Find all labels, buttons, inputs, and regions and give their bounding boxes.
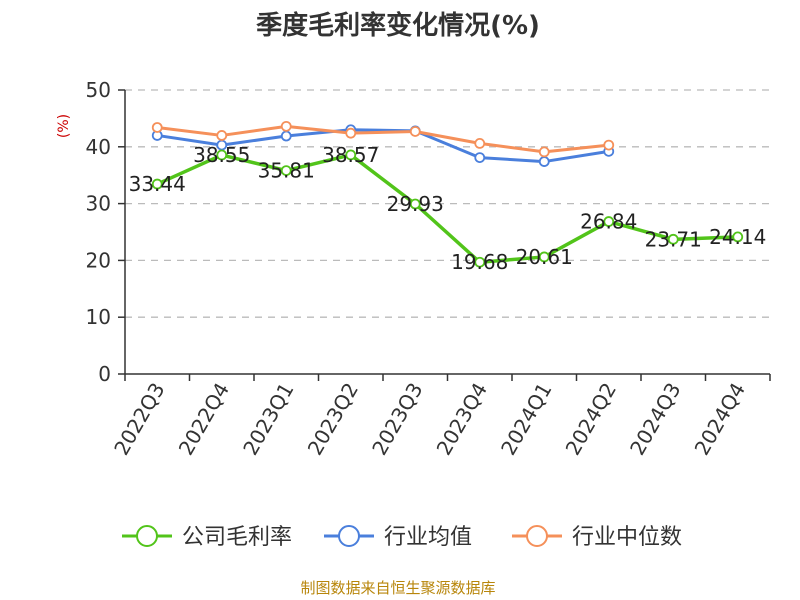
legend-label: 行业中位数: [572, 525, 682, 550]
data-label: 38.55: [193, 143, 250, 167]
data-point: [280, 120, 292, 132]
x-tick-label: 2024Q2: [561, 379, 621, 460]
data-point: [345, 149, 357, 161]
data-point: [216, 130, 228, 141]
data-label: 26.84: [580, 210, 637, 234]
y-tick-label: 0: [98, 362, 111, 386]
y-axis-unit-label: (%): [56, 114, 72, 138]
data-label: 24.14: [709, 225, 766, 249]
data-point: [474, 152, 486, 163]
y-tick-label: 50: [86, 78, 111, 102]
data-label: 33.44: [129, 172, 186, 196]
data-point: [538, 146, 550, 158]
series-line: [157, 128, 609, 164]
y-tick-label: 40: [86, 135, 111, 159]
data-point: [280, 130, 292, 142]
data-label: 20.61: [516, 245, 573, 269]
x-axis-ticks: 2022Q3 2022Q4 2023Q1 2023Q2 2023Q3 2023Q4 2024…: [109, 374, 771, 460]
data-point: [474, 256, 486, 268]
data-point: [538, 156, 550, 167]
data-point: [345, 127, 357, 139]
data-point: [409, 126, 421, 137]
data-point: [409, 198, 421, 210]
legend-marker: [136, 525, 158, 547]
series-line: [156, 153, 738, 264]
series-line: [157, 124, 609, 154]
legend: 公司毛利率 行业均值 行业中位数: [122, 525, 682, 550]
data-point: [280, 165, 292, 176]
data-point: [474, 137, 486, 149]
data-point: [538, 251, 550, 263]
legend-marker: [338, 525, 360, 547]
data-point: [151, 122, 163, 133]
legend-label: 公司毛利率: [182, 525, 292, 550]
data-label: 38.57: [322, 143, 379, 167]
series-points: [151, 120, 744, 268]
data-point: [151, 178, 163, 190]
legend-label: 行业均值: [384, 525, 472, 550]
chart-title: 季度毛利率变化情况(%): [256, 10, 540, 41]
source-note: 制图数据来自恒生聚源数据库: [300, 579, 495, 597]
data-label: 19.68: [451, 250, 508, 274]
x-tick-label: 2024Q4: [690, 379, 750, 460]
y-axis-ticks: 0 10 20 30 40 50: [86, 78, 125, 386]
x-tick-label: 2024Q3: [625, 379, 685, 460]
x-tick-label: 2023Q2: [303, 379, 363, 460]
series-lines: [156, 124, 738, 264]
x-tick-label: 2023Q4: [432, 379, 492, 460]
data-point: [216, 149, 228, 161]
x-tick-label: 2022Q4: [174, 379, 234, 460]
y-tick-label: 10: [86, 305, 111, 329]
x-tick-label: 2023Q1: [238, 379, 298, 460]
data-label: 35.81: [258, 159, 315, 183]
x-tick-label: 2023Q3: [367, 379, 427, 460]
data-label: 29.93: [387, 192, 444, 216]
gridlines: [125, 89, 770, 318]
x-tick-label: 2024Q1: [496, 379, 556, 460]
data-point: [603, 216, 615, 227]
data-point: [732, 231, 744, 243]
data-point: [667, 233, 679, 245]
data-point: [603, 139, 615, 151]
y-tick-label: 30: [86, 192, 111, 216]
data-label: 23.71: [645, 227, 702, 251]
x-tick-label: 2022Q3: [109, 379, 169, 460]
data-labels: 33.44 38.55 35.81 38.57 29.93 19.68 20.61 26.84…: [129, 143, 767, 274]
y-tick-label: 20: [86, 248, 111, 272]
legend-marker: [526, 525, 548, 547]
